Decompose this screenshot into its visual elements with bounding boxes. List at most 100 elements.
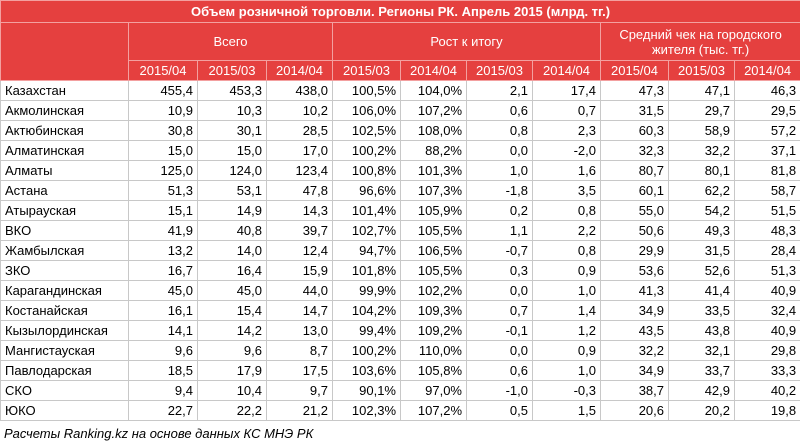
retail-table: Объем розничной торговли. Регионы РК. Ап… <box>0 0 800 421</box>
value-cell: 97,0% <box>401 381 467 401</box>
value-cell: 40,9 <box>735 281 800 301</box>
value-cell: 62,2 <box>669 181 735 201</box>
value-cell: 29,9 <box>601 241 669 261</box>
value-cell: 2,2 <box>533 221 601 241</box>
corner-cell <box>1 23 129 81</box>
value-cell: 105,5% <box>401 221 467 241</box>
value-cell: 453,3 <box>198 81 267 101</box>
value-cell: 41,9 <box>129 221 198 241</box>
value-cell: 41,4 <box>669 281 735 301</box>
table-title: Объем розничной торговли. Регионы РК. Ап… <box>1 1 800 23</box>
region-name: Акмолинская <box>1 101 129 121</box>
value-cell: 28,4 <box>735 241 800 261</box>
value-cell: 0,9 <box>533 341 601 361</box>
value-cell: 104,2% <box>333 301 401 321</box>
value-cell: 32,2 <box>601 341 669 361</box>
value-cell: 54,2 <box>669 201 735 221</box>
value-cell: 1,4 <box>533 301 601 321</box>
value-cell: 21,2 <box>267 401 333 421</box>
region-name: ВКО <box>1 221 129 241</box>
value-cell: 40,2 <box>735 381 800 401</box>
value-cell: 30,8 <box>129 121 198 141</box>
value-cell: 32,1 <box>669 341 735 361</box>
region-name: Мангистауская <box>1 341 129 361</box>
value-cell: 33,7 <box>669 361 735 381</box>
period-header: 2014/04 <box>533 61 601 81</box>
value-cell: -0,7 <box>467 241 533 261</box>
value-cell: 100,2% <box>333 141 401 161</box>
region-name: Алматинская <box>1 141 129 161</box>
region-name: Карагандинская <box>1 281 129 301</box>
region-name: Актюбинская <box>1 121 129 141</box>
value-cell: 109,2% <box>401 321 467 341</box>
value-cell: 0,9 <box>533 261 601 281</box>
value-cell: 14,3 <box>267 201 333 221</box>
value-cell: 102,2% <box>401 281 467 301</box>
value-cell: 29,7 <box>669 101 735 121</box>
region-name: Жамбылская <box>1 241 129 261</box>
region-name: ЗКО <box>1 261 129 281</box>
period-header: 2015/04 <box>129 61 198 81</box>
value-cell: 10,9 <box>129 101 198 121</box>
value-cell: 1,0 <box>533 281 601 301</box>
value-cell: 80,7 <box>601 161 669 181</box>
value-cell: 44,0 <box>267 281 333 301</box>
value-cell: 58,7 <box>735 181 800 201</box>
value-cell: 15,1 <box>129 201 198 221</box>
region-name: СКО <box>1 381 129 401</box>
value-cell: 110,0% <box>401 341 467 361</box>
value-cell: 107,2% <box>401 401 467 421</box>
group-header: Рост к итогу <box>333 23 601 61</box>
value-cell: 34,9 <box>601 301 669 321</box>
value-cell: 42,9 <box>669 381 735 401</box>
value-cell: 0,8 <box>467 121 533 141</box>
value-cell: -0,1 <box>467 321 533 341</box>
value-cell: 88,2% <box>401 141 467 161</box>
value-cell: 57,2 <box>735 121 800 141</box>
value-cell: 49,3 <box>669 221 735 241</box>
value-cell: 29,5 <box>735 101 800 121</box>
value-cell: -1,0 <box>467 381 533 401</box>
value-cell: 40,8 <box>198 221 267 241</box>
value-cell: 13,0 <box>267 321 333 341</box>
value-cell: 22,7 <box>129 401 198 421</box>
value-cell: 52,6 <box>669 261 735 281</box>
value-cell: 106,0% <box>333 101 401 121</box>
value-cell: 39,7 <box>267 221 333 241</box>
region-name: Атырауская <box>1 201 129 221</box>
value-cell: 90,1% <box>333 381 401 401</box>
value-cell: 14,7 <box>267 301 333 321</box>
value-cell: 55,0 <box>601 201 669 221</box>
value-cell: 0,0 <box>467 281 533 301</box>
value-cell: 1,1 <box>467 221 533 241</box>
footer-note: Расчеты Ranking.kz на основе данных КС М… <box>0 421 800 447</box>
value-cell: 0,6 <box>467 101 533 121</box>
period-header: 2014/04 <box>735 61 800 81</box>
value-cell: 108,0% <box>401 121 467 141</box>
value-cell: 37,1 <box>735 141 800 161</box>
value-cell: 99,9% <box>333 281 401 301</box>
period-header: 2014/04 <box>267 61 333 81</box>
value-cell: 99,4% <box>333 321 401 341</box>
value-cell: 47,3 <box>601 81 669 101</box>
value-cell: 29,8 <box>735 341 800 361</box>
value-cell: 32,2 <box>669 141 735 161</box>
value-cell: 80,1 <box>669 161 735 181</box>
value-cell: 32,4 <box>735 301 800 321</box>
value-cell: 17,0 <box>267 141 333 161</box>
value-cell: 22,2 <box>198 401 267 421</box>
value-cell: 48,3 <box>735 221 800 241</box>
value-cell: 43,5 <box>601 321 669 341</box>
value-cell: 15,0 <box>129 141 198 161</box>
value-cell: 2,1 <box>467 81 533 101</box>
value-cell: 123,4 <box>267 161 333 181</box>
value-cell: 18,5 <box>129 361 198 381</box>
value-cell: 17,9 <box>198 361 267 381</box>
value-cell: 103,6% <box>333 361 401 381</box>
